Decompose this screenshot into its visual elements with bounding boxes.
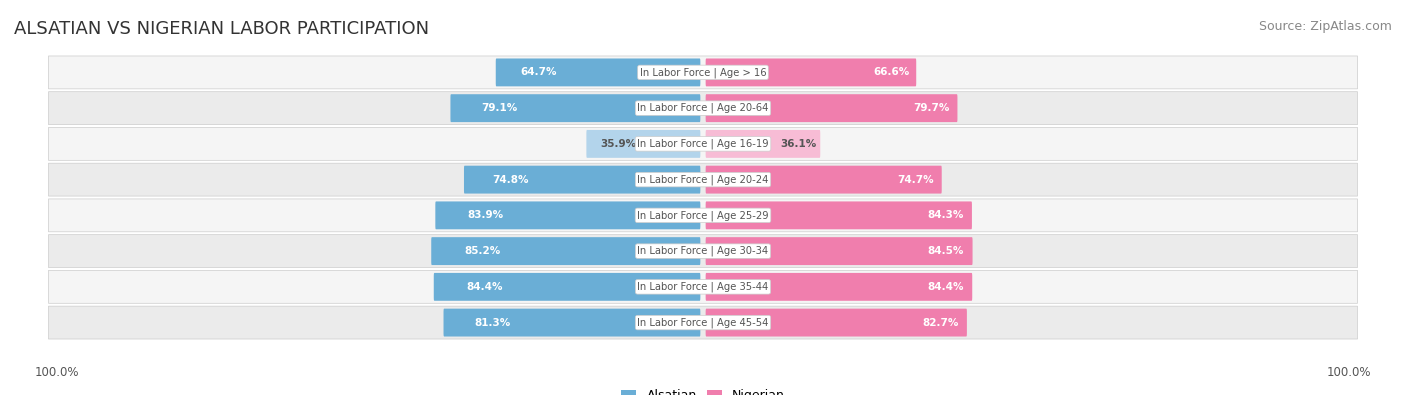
FancyBboxPatch shape xyxy=(706,130,820,158)
Text: Source: ZipAtlas.com: Source: ZipAtlas.com xyxy=(1258,20,1392,33)
Text: In Labor Force | Age 30-34: In Labor Force | Age 30-34 xyxy=(637,246,769,256)
FancyBboxPatch shape xyxy=(436,201,700,229)
Text: In Labor Force | Age 20-64: In Labor Force | Age 20-64 xyxy=(637,103,769,113)
Text: 83.9%: 83.9% xyxy=(468,211,503,220)
Text: In Labor Force | Age 45-54: In Labor Force | Age 45-54 xyxy=(637,317,769,328)
Text: 64.7%: 64.7% xyxy=(520,68,557,77)
Text: 35.9%: 35.9% xyxy=(600,139,637,149)
FancyBboxPatch shape xyxy=(706,237,973,265)
FancyBboxPatch shape xyxy=(450,94,700,122)
Text: ALSATIAN VS NIGERIAN LABOR PARTICIPATION: ALSATIAN VS NIGERIAN LABOR PARTICIPATION xyxy=(14,20,429,38)
Text: 74.8%: 74.8% xyxy=(492,175,529,184)
Text: 100.0%: 100.0% xyxy=(1326,366,1371,379)
FancyBboxPatch shape xyxy=(48,235,1358,267)
Text: In Labor Force | Age > 16: In Labor Force | Age > 16 xyxy=(640,67,766,78)
FancyBboxPatch shape xyxy=(706,308,967,337)
Text: 85.2%: 85.2% xyxy=(464,246,501,256)
Text: In Labor Force | Age 20-24: In Labor Force | Age 20-24 xyxy=(637,174,769,185)
FancyBboxPatch shape xyxy=(706,58,917,87)
FancyBboxPatch shape xyxy=(706,273,972,301)
FancyBboxPatch shape xyxy=(48,306,1358,339)
Text: 84.4%: 84.4% xyxy=(467,282,502,292)
Text: 82.7%: 82.7% xyxy=(922,318,959,327)
FancyBboxPatch shape xyxy=(48,163,1358,196)
Text: 36.1%: 36.1% xyxy=(780,139,817,149)
FancyBboxPatch shape xyxy=(48,271,1358,303)
Text: 84.3%: 84.3% xyxy=(927,211,963,220)
Text: 79.7%: 79.7% xyxy=(912,103,949,113)
FancyBboxPatch shape xyxy=(706,94,957,122)
FancyBboxPatch shape xyxy=(432,237,700,265)
FancyBboxPatch shape xyxy=(48,128,1358,160)
FancyBboxPatch shape xyxy=(434,273,700,301)
Text: In Labor Force | Age 25-29: In Labor Force | Age 25-29 xyxy=(637,210,769,221)
Text: 100.0%: 100.0% xyxy=(35,366,80,379)
FancyBboxPatch shape xyxy=(48,56,1358,89)
Text: 74.7%: 74.7% xyxy=(897,175,934,184)
Text: 84.4%: 84.4% xyxy=(928,282,963,292)
FancyBboxPatch shape xyxy=(464,166,700,194)
FancyBboxPatch shape xyxy=(706,166,942,194)
FancyBboxPatch shape xyxy=(443,308,700,337)
Text: In Labor Force | Age 16-19: In Labor Force | Age 16-19 xyxy=(637,139,769,149)
FancyBboxPatch shape xyxy=(48,92,1358,124)
FancyBboxPatch shape xyxy=(706,201,972,229)
Text: 66.6%: 66.6% xyxy=(873,68,910,77)
FancyBboxPatch shape xyxy=(48,199,1358,232)
Text: 81.3%: 81.3% xyxy=(475,318,510,327)
Text: 84.5%: 84.5% xyxy=(928,246,965,256)
FancyBboxPatch shape xyxy=(586,130,700,158)
Text: In Labor Force | Age 35-44: In Labor Force | Age 35-44 xyxy=(637,282,769,292)
FancyBboxPatch shape xyxy=(496,58,700,87)
Legend: Alsatian, Nigerian: Alsatian, Nigerian xyxy=(616,384,790,395)
Text: 79.1%: 79.1% xyxy=(481,103,517,113)
